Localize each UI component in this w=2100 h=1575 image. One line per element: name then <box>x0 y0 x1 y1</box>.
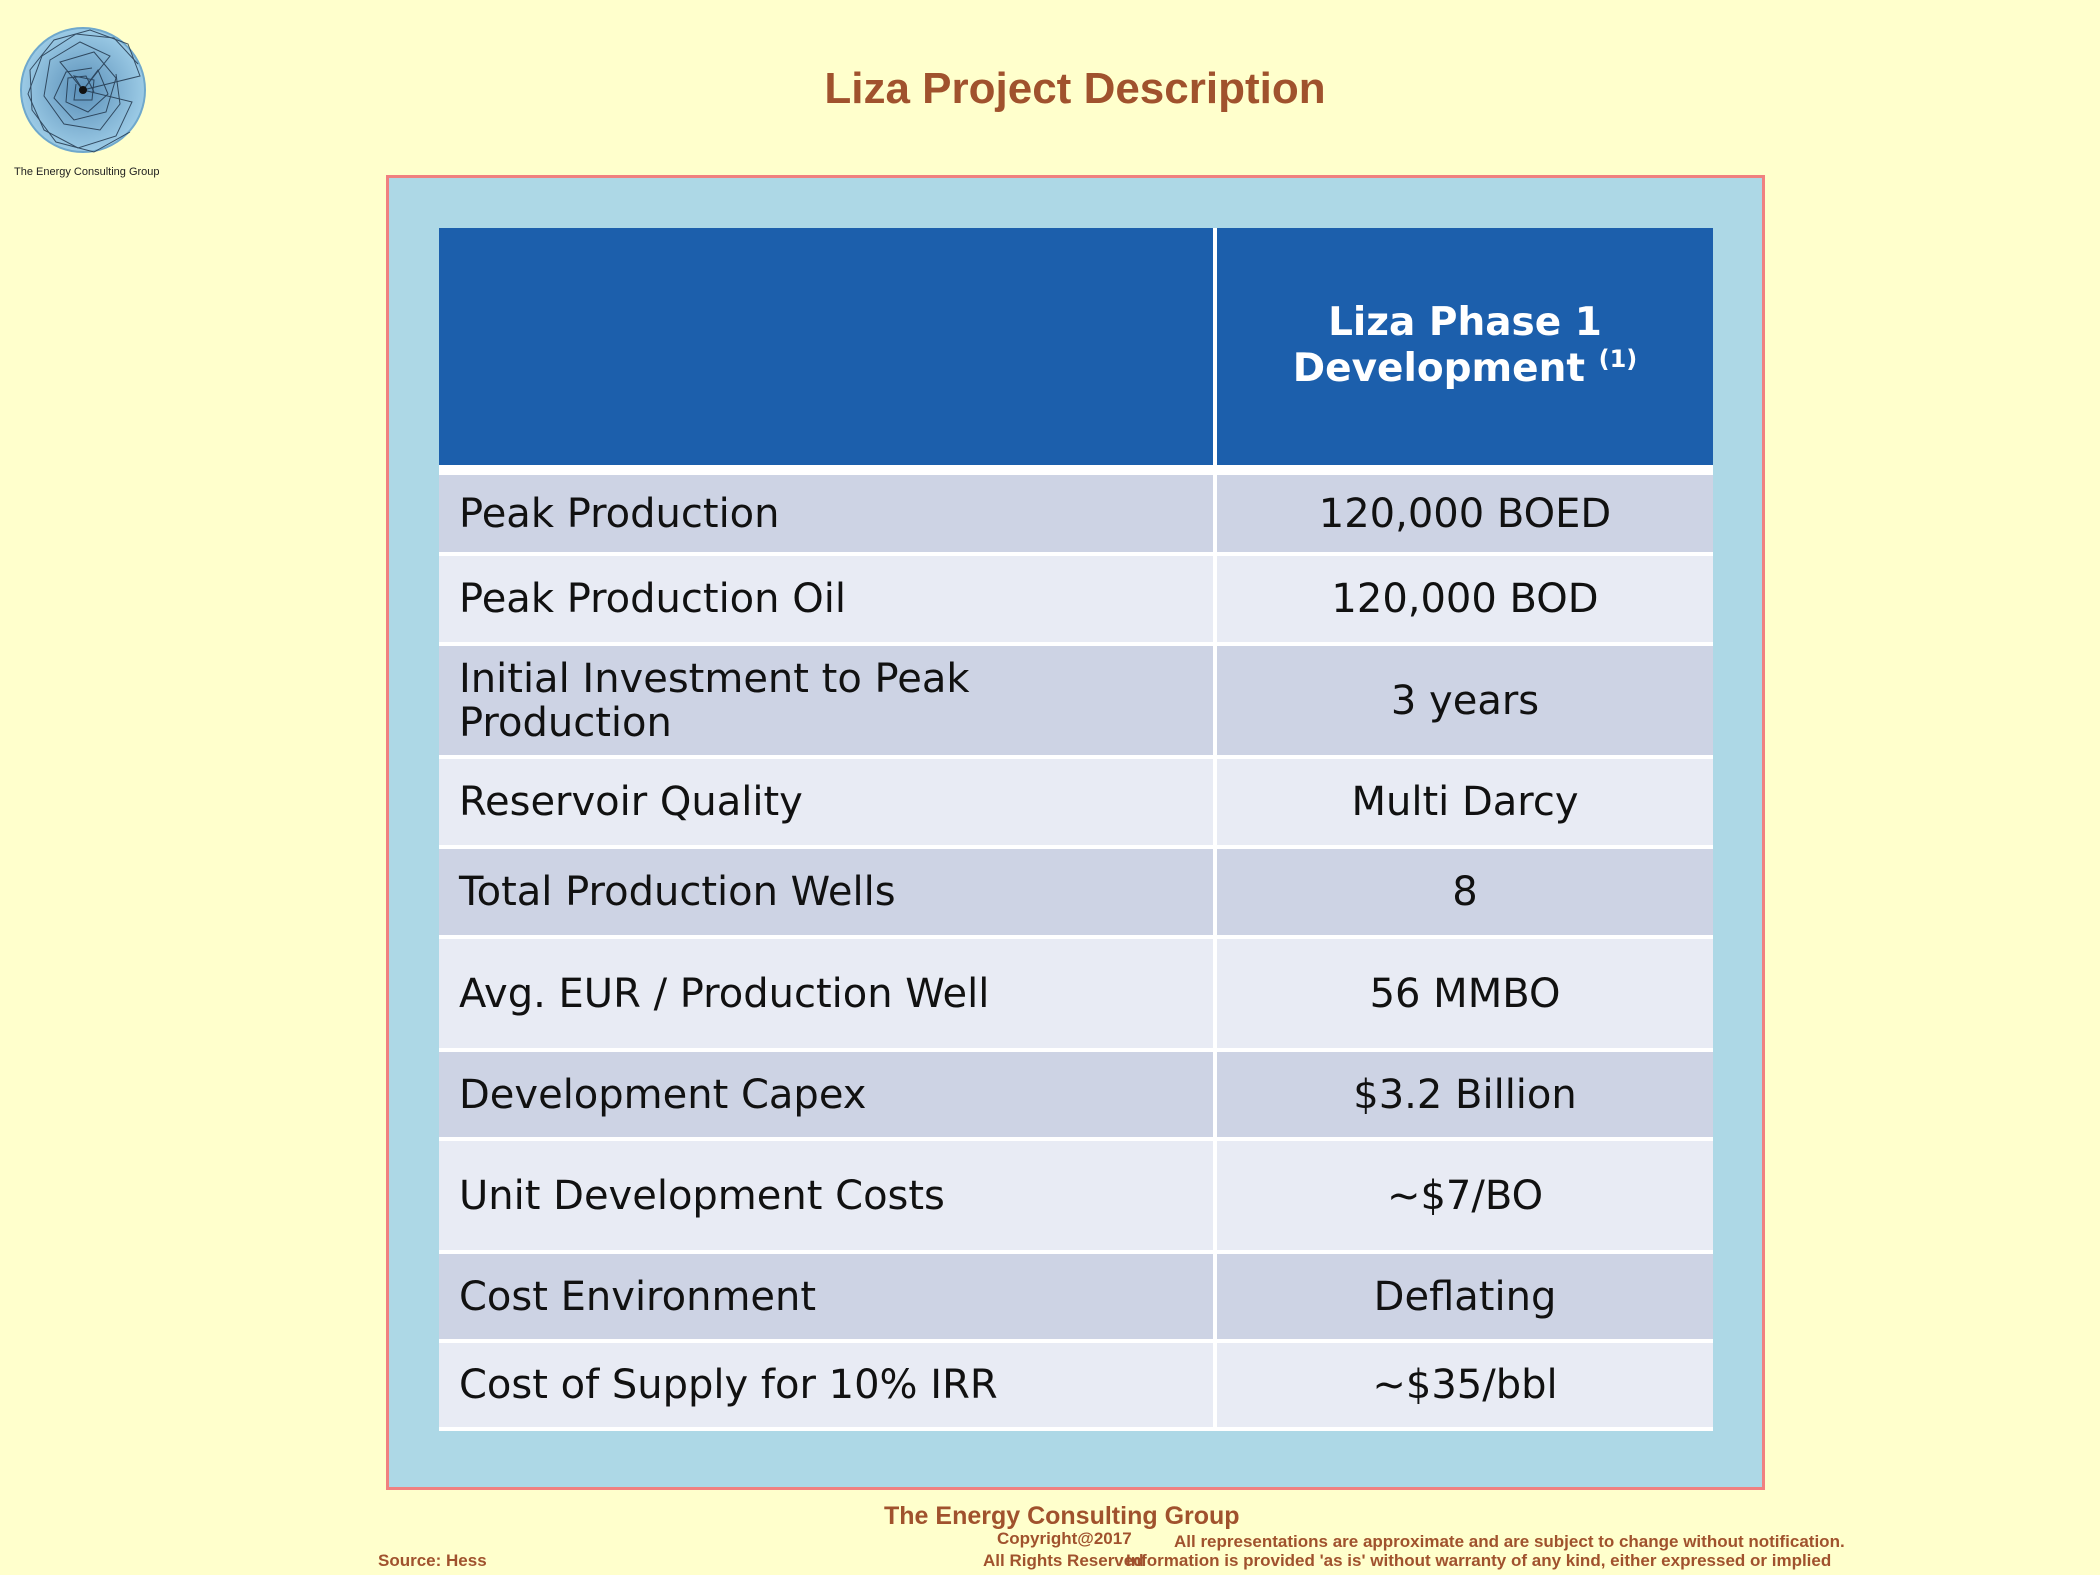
logo-spiral-icon <box>20 27 146 153</box>
table-row: Development Capex $3.2 Billion <box>439 1050 1713 1141</box>
table-row: Peak Production Oil 120,000 BOD <box>439 554 1713 646</box>
row-value: ~$7/BO <box>1215 1139 1713 1254</box>
row-value: 3 years <box>1215 644 1713 759</box>
footer-source: Source: Hess <box>378 1551 487 1570</box>
row-label: Initial Investment to Peak Production <box>439 644 1217 759</box>
row-label: Total Production Wells <box>439 847 1217 939</box>
row-label: Cost Environment <box>439 1252 1217 1343</box>
logo-caption: The Energy Consulting Group <box>14 166 160 178</box>
footer-rights: All Rights Reserved <box>983 1551 1144 1570</box>
logo: The Energy Consulting Group <box>14 20 160 178</box>
header-col2-text: Liza Phase 1 Development <box>1292 300 1602 391</box>
project-table: Liza Phase 1 Development (1) Peak Produc… <box>439 228 1713 1431</box>
table-row: Cost of Supply for 10% IRR ~$35/bbl <box>439 1341 1713 1431</box>
table-frame: Liza Phase 1 Development (1) Peak Produc… <box>386 175 1765 1490</box>
row-value: 120,000 BOD <box>1215 554 1713 646</box>
table-row: Reservoir Quality Multi Darcy <box>439 757 1713 849</box>
row-label: Peak Production <box>439 470 1217 556</box>
row-value: Multi Darcy <box>1215 757 1713 849</box>
footer-disclaimer-1: All representations are approximate and … <box>1174 1532 1845 1551</box>
table-row: Total Production Wells 8 <box>439 847 1713 939</box>
table-row: Cost Environment Deflating <box>439 1252 1713 1343</box>
row-label: Development Capex <box>439 1050 1217 1141</box>
header-col2: Liza Phase 1 Development (1) <box>1215 228 1713 475</box>
row-label: Avg. EUR / Production Well <box>439 937 1217 1052</box>
row-value: Deflating <box>1215 1252 1713 1343</box>
row-value: $3.2 Billion <box>1215 1050 1713 1141</box>
row-value: 8 <box>1215 847 1713 939</box>
row-value: ~$35/bbl <box>1215 1341 1713 1431</box>
table-row: Avg. EUR / Production Well 56 MMBO <box>439 937 1713 1052</box>
row-value: 56 MMBO <box>1215 937 1713 1052</box>
footer-org: The Energy Consulting Group <box>884 1502 1240 1530</box>
row-label: Peak Production Oil <box>439 554 1217 646</box>
row-label: Unit Development Costs <box>439 1139 1217 1254</box>
row-label: Cost of Supply for 10% IRR <box>439 1341 1217 1431</box>
page-title: Liza Project Description <box>824 64 1326 113</box>
table-header-row: Liza Phase 1 Development (1) <box>439 228 1713 475</box>
row-label: Reservoir Quality <box>439 757 1217 849</box>
header-col2-footnote: (1) <box>1598 345 1638 373</box>
table-row: Unit Development Costs ~$7/BO <box>439 1139 1713 1254</box>
footer-copyright: Copyright@2017 <box>997 1529 1132 1548</box>
table-row: Peak Production 120,000 BOED <box>439 470 1713 556</box>
header-col1 <box>439 228 1217 475</box>
row-value: 120,000 BOED <box>1215 470 1713 556</box>
table-row: Initial Investment to Peak Production 3 … <box>439 644 1713 759</box>
footer-disclaimer-2: Information is provided 'as is' without … <box>1126 1551 1832 1570</box>
